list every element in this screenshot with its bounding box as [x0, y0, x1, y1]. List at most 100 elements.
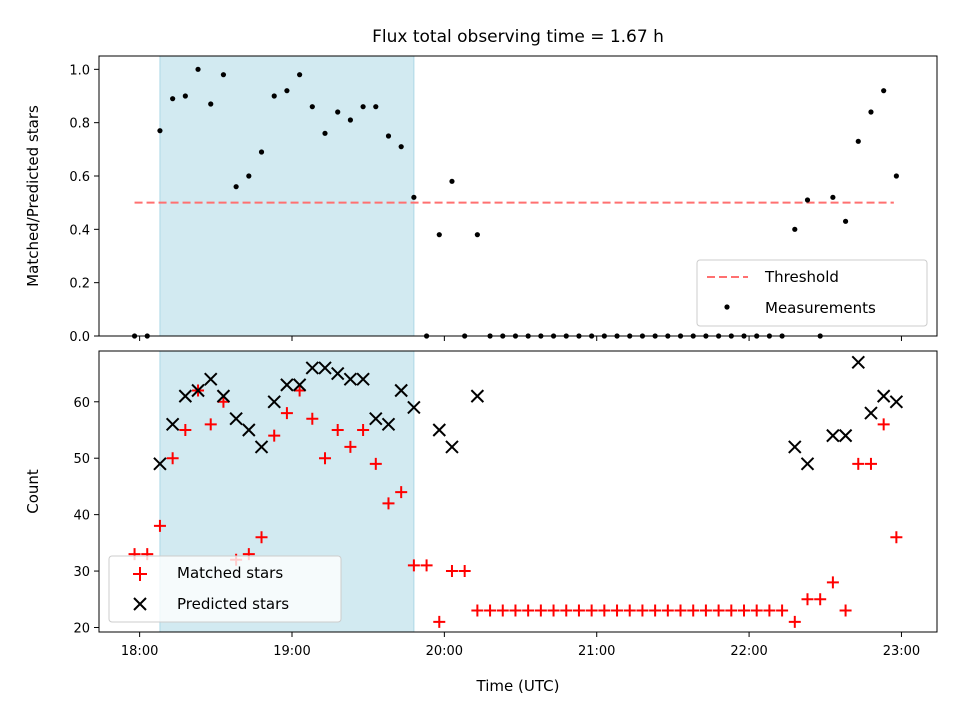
y-tick-label: 0.6	[69, 170, 90, 185]
measurement-point	[842, 218, 849, 224]
predicted-star-point	[407, 400, 421, 415]
matched-star-point	[458, 565, 471, 578]
matched-stars-legend-swatch	[133, 567, 147, 581]
predicted-stars-legend-swatch	[133, 597, 147, 611]
y-tick-label: 0.0	[69, 330, 90, 345]
measurement-point	[208, 101, 214, 107]
matched-star-point	[801, 593, 814, 606]
predicted-star-point	[381, 417, 396, 432]
matched-star-point	[852, 457, 865, 470]
top-legend-box	[696, 259, 928, 327]
measurement-point	[360, 104, 366, 110]
matched-star-point	[179, 423, 192, 436]
measurement-point	[881, 88, 887, 94]
matched-star-point	[738, 604, 751, 617]
matched-star-point	[534, 604, 547, 617]
x-tick-label: 19:00	[273, 644, 310, 659]
matched-star-point	[280, 407, 293, 420]
matched-star-point	[471, 604, 484, 617]
predicted-star-point	[292, 378, 307, 392]
matched-star-point	[496, 604, 509, 617]
matched-star-point	[699, 604, 712, 617]
matched-star-point	[293, 384, 306, 397]
predicted-star-point	[191, 383, 205, 398]
matched-star-point	[712, 604, 725, 617]
y-tick-label: 60	[73, 396, 90, 411]
measurement-point	[792, 226, 798, 232]
y-tick-label: 0.2	[69, 277, 90, 292]
matched-star-point	[344, 440, 357, 453]
legend-matched-label: Matched stars	[177, 564, 283, 582]
matched-star-point	[623, 604, 636, 617]
predicted-star-point	[470, 389, 485, 403]
matched-star-point	[357, 423, 370, 436]
predicted-star-point	[889, 395, 904, 409]
bottom-panel-marks	[128, 355, 904, 628]
bottom-panel-x-ticks: 18:00 19:00 20:00 21:00 22:00 23:00	[121, 632, 920, 659]
measurement-point	[335, 109, 341, 115]
predicted-star-point	[356, 372, 370, 386]
matched-star-point	[509, 604, 522, 617]
measurement-point	[220, 72, 227, 78]
matched-star-point	[687, 604, 700, 617]
matched-star-point	[826, 576, 839, 589]
matched-star-point	[153, 519, 166, 532]
predicted-star-point	[432, 423, 446, 437]
predicted-star-point	[788, 440, 802, 454]
x-tick-label: 23:00	[883, 644, 920, 659]
matched-star-point	[484, 604, 497, 617]
measurement-point	[373, 104, 379, 110]
bottom-panel-legend: Matched stars Predicted stars	[108, 555, 342, 623]
matched-star-point	[255, 531, 268, 544]
predicted-star-point	[216, 389, 231, 403]
measurement-point	[868, 109, 874, 115]
top-panel-frame	[98, 55, 938, 337]
y-tick-label: 0.8	[69, 117, 90, 132]
x-axis-label: Time (UTC)	[476, 677, 560, 695]
matched-star-point	[407, 559, 420, 572]
legend-predicted-label: Predicted stars	[177, 595, 289, 613]
matched-star-point	[319, 452, 332, 465]
measurement-point	[830, 194, 836, 200]
measurement-point	[309, 104, 315, 110]
chart-title: Flux total observing time = 1.67 h	[372, 27, 664, 47]
measurement-point	[436, 232, 442, 238]
matched-star-point	[636, 604, 649, 617]
y-tick-label: 50	[73, 452, 90, 467]
measurement-point	[157, 128, 163, 134]
bottom-panel-y-ticks: 20 30 40 50 60	[73, 396, 99, 636]
predicted-star-point	[394, 383, 408, 398]
x-tick-label: 18:00	[121, 644, 158, 659]
measurement-point	[411, 194, 417, 200]
measurement-point	[893, 173, 899, 179]
top-panel-marks	[131, 66, 899, 339]
matched-star-point	[395, 486, 408, 499]
predicted-star-point	[305, 361, 320, 375]
matched-star-point	[382, 497, 395, 510]
matched-star-point	[598, 604, 611, 617]
measurement-point	[804, 197, 811, 203]
matched-star-point	[204, 418, 217, 431]
predicted-star-point	[267, 395, 281, 409]
predicted-star-point	[330, 366, 345, 381]
matched-star-point	[839, 604, 852, 617]
x-tick-label: 20:00	[426, 644, 463, 659]
top-panel: 0.0 0.2 0.4 0.6 0.8 1.0 Matched/Predicted sta…	[24, 55, 938, 345]
measurement-point	[474, 232, 480, 238]
predicted-star-point	[204, 372, 218, 386]
matched-star-point	[306, 412, 319, 425]
y-tick-label: 1.0	[69, 63, 90, 78]
measurement-point	[449, 178, 455, 184]
predicted-star-point	[343, 372, 358, 386]
matched-star-point	[217, 395, 230, 408]
legend-threshold-label: Threshold	[764, 268, 839, 286]
measurement-point	[170, 96, 176, 102]
matched-star-point	[890, 531, 903, 544]
matched-star-point	[585, 604, 598, 617]
measurement-point	[195, 66, 201, 72]
bottom-panel-y-axis-label: Count	[24, 469, 42, 514]
shaded-observing-window	[159, 55, 415, 337]
predicted-star-point	[242, 423, 256, 437]
bottom-legend-box	[108, 555, 342, 623]
predicted-star-point	[826, 428, 840, 443]
